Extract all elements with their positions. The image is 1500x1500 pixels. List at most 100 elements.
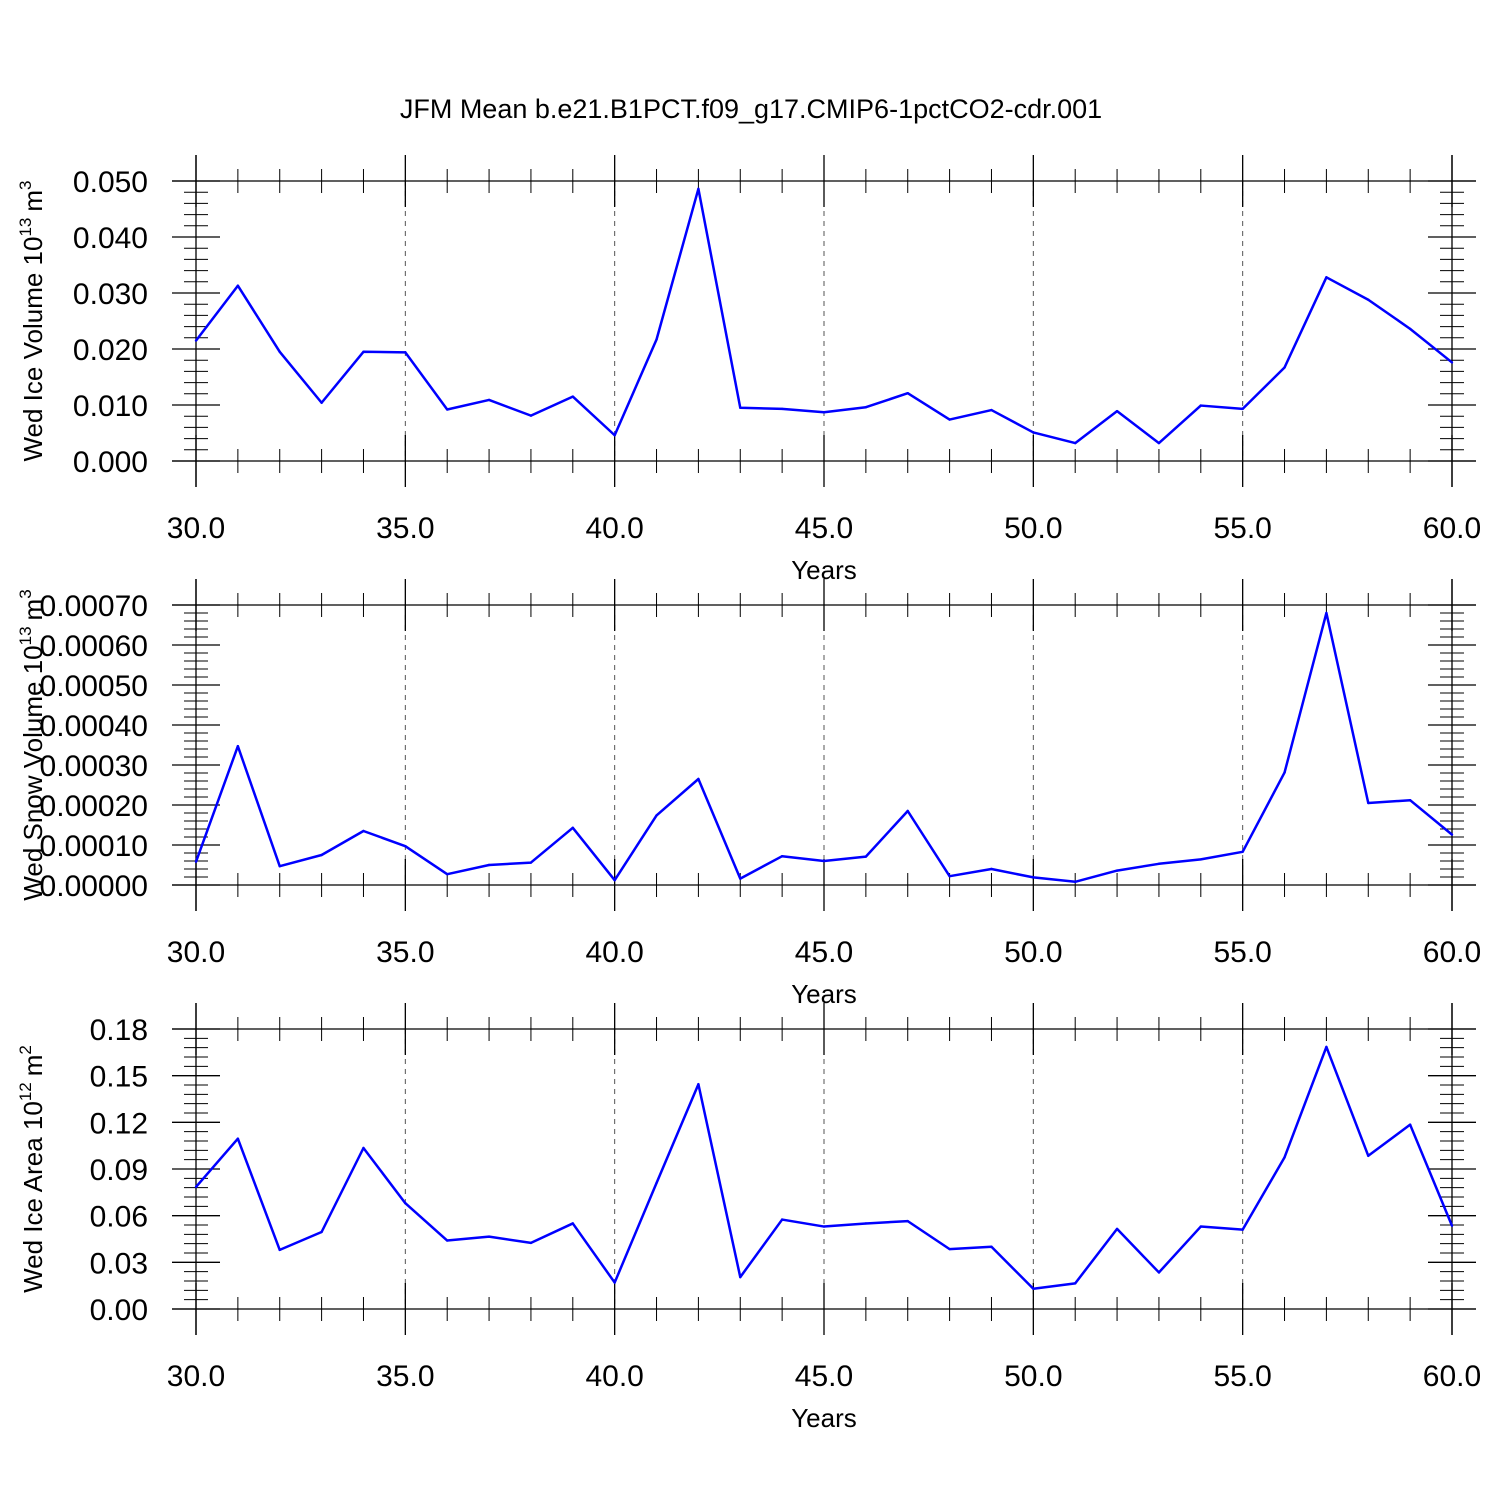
y-tick-label: 0.040 <box>73 222 148 255</box>
data-point <box>780 855 784 858</box>
data-point <box>613 879 616 882</box>
data-point <box>990 408 993 412</box>
data-point <box>1325 611 1328 615</box>
x-tick-label: 50.0 <box>1004 1360 1062 1393</box>
data-point <box>1074 1282 1077 1285</box>
data-point <box>1157 441 1161 445</box>
data-point <box>1199 1225 1203 1228</box>
data-point <box>320 1230 323 1234</box>
data-point <box>571 826 574 829</box>
chart-title: JFM Mean b.e21.B1PCT.f09_g17.CMIP6-1pctC… <box>400 94 1102 124</box>
data-point <box>194 339 198 342</box>
data-point <box>948 1247 951 1251</box>
data-point <box>780 407 784 411</box>
y-tick-label: 0.050 <box>73 166 148 199</box>
data-point <box>1283 1156 1286 1159</box>
x-tick-label: 30.0 <box>167 1360 225 1393</box>
data-point <box>1199 858 1203 861</box>
data-point <box>571 1222 574 1225</box>
x-tick-label: 55.0 <box>1213 936 1271 969</box>
data-point <box>1115 409 1119 413</box>
y-tick-label: 0.00040 <box>40 710 148 743</box>
data-point <box>236 284 240 287</box>
x-tick-label: 45.0 <box>795 512 853 545</box>
data-point <box>278 350 281 353</box>
y-tick-label: 0.00010 <box>40 830 148 863</box>
y-axis-label-unit-exponent: 2 <box>16 1045 35 1054</box>
data-point <box>655 814 658 817</box>
data-point <box>990 867 993 871</box>
data-point <box>194 860 198 863</box>
x-tick-label: 50.0 <box>1004 936 1062 969</box>
x-tick-label: 60.0 <box>1423 936 1481 969</box>
data-point <box>906 392 909 395</box>
y-tick-label: 0.18 <box>90 1014 148 1047</box>
data-point <box>1408 799 1412 802</box>
y-axis-label-text: Wed Snow Volume 10 <box>18 645 48 900</box>
data-point <box>1115 869 1119 872</box>
data-point <box>1241 1228 1244 1231</box>
data-point <box>446 408 449 411</box>
data-point <box>948 418 951 421</box>
data-point <box>446 873 449 876</box>
y-tick-label: 0.010 <box>73 390 148 423</box>
data-point <box>822 411 826 414</box>
x-tick-label: 35.0 <box>376 512 434 545</box>
x-tick-label: 40.0 <box>585 936 643 969</box>
data-point <box>613 1281 616 1284</box>
data-point <box>1241 407 1244 411</box>
data-point <box>236 745 240 748</box>
y-tick-label: 0.00070 <box>40 590 148 623</box>
x-tick-label: 60.0 <box>1423 512 1481 545</box>
data-point <box>1325 1045 1328 1049</box>
y-tick-label: 0.00020 <box>40 790 148 823</box>
x-tick-label: 45.0 <box>795 936 853 969</box>
data-point <box>655 1181 658 1185</box>
x-axis-label: Years <box>791 1403 857 1433</box>
data-point <box>1450 361 1454 364</box>
panels: 0.000 0.010 0.020 0.030 0.040 0.050 30.0 35.0 40… <box>16 155 1481 1433</box>
data-point <box>1367 1154 1370 1157</box>
data-point <box>278 1248 281 1252</box>
data-point <box>906 809 909 813</box>
x-tick-label: 35.0 <box>376 936 434 969</box>
data-point <box>1450 833 1454 836</box>
y-axis-label-exponent: 12 <box>16 1082 35 1101</box>
data-point <box>1283 366 1286 369</box>
data-point <box>906 1219 909 1223</box>
data-point <box>739 1275 742 1279</box>
data-point <box>822 1225 826 1228</box>
panel-2: 0.00000 0.00010 0.00020 0.00030 0.00040 0.000… <box>16 579 1481 1009</box>
y-tick-label: 0.03 <box>90 1247 148 1280</box>
data-point <box>529 861 533 864</box>
data-point <box>487 1235 491 1238</box>
data-point <box>1408 1123 1412 1126</box>
y-tick-label: 0.00030 <box>40 750 148 783</box>
y-axis-label: Wed Snow Volume 1013 m3 <box>16 589 48 900</box>
x-tick-label: 30.0 <box>167 512 225 545</box>
x-tick-label: 55.0 <box>1213 1360 1271 1393</box>
y-tick-label: 0.030 <box>73 278 148 311</box>
data-point <box>362 829 365 833</box>
y-tick-label: 0.12 <box>90 1107 148 1140</box>
data-point <box>529 1241 533 1245</box>
data-point <box>948 875 951 878</box>
data-point <box>1241 850 1244 853</box>
data-point <box>1367 298 1370 301</box>
data-point <box>1199 404 1203 407</box>
data-point <box>529 414 533 417</box>
x-tick-label: 50.0 <box>1004 512 1062 545</box>
x-tick-label: 30.0 <box>167 936 225 969</box>
data-point <box>278 865 281 868</box>
y-axis-label-unit: m <box>18 190 48 212</box>
data-point <box>864 406 868 409</box>
data-point <box>320 401 323 404</box>
data-point <box>571 395 574 398</box>
y-axis-label: Wed Ice Area 1012 m2 <box>16 1045 48 1293</box>
data-point <box>780 1218 784 1221</box>
x-tick-label: 45.0 <box>795 1360 853 1393</box>
y-axis-label: Wed Ice Volume 1013 m3 <box>16 180 48 461</box>
data-point <box>1074 880 1077 883</box>
y-tick-label: 0.00 <box>90 1294 148 1327</box>
